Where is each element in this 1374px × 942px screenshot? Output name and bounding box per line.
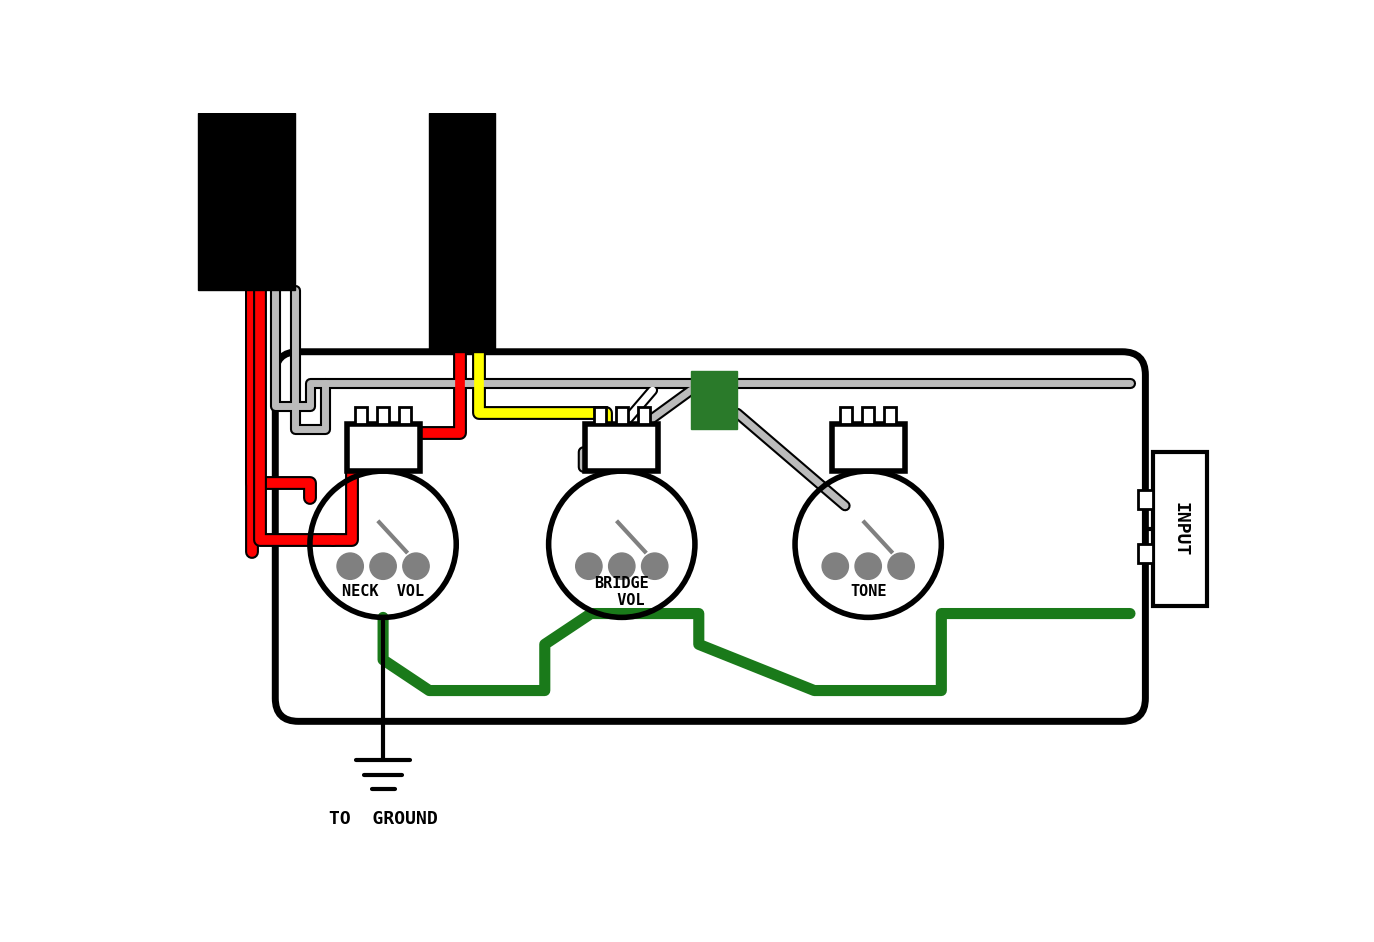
- Circle shape: [337, 553, 363, 579]
- Circle shape: [888, 553, 914, 579]
- Text: INPUT: INPUT: [1171, 502, 1189, 556]
- Bar: [376, 407, 389, 424]
- Bar: [1138, 544, 1153, 562]
- Circle shape: [609, 553, 635, 579]
- Text: TO  GROUND: TO GROUND: [328, 810, 437, 828]
- Bar: [398, 407, 411, 424]
- Bar: [861, 407, 874, 424]
- Bar: [429, 113, 495, 351]
- Bar: [1153, 452, 1206, 606]
- Bar: [840, 407, 852, 424]
- Bar: [594, 407, 606, 424]
- Circle shape: [642, 553, 668, 579]
- Bar: [616, 407, 628, 424]
- Circle shape: [370, 553, 396, 579]
- Bar: [198, 113, 294, 290]
- Bar: [585, 424, 658, 471]
- Text: BRIDGE
  VOL: BRIDGE VOL: [595, 576, 649, 608]
- Bar: [354, 407, 367, 424]
- FancyBboxPatch shape: [275, 351, 1146, 722]
- Circle shape: [822, 553, 848, 579]
- Bar: [831, 424, 904, 471]
- Bar: [883, 407, 896, 424]
- Circle shape: [576, 553, 602, 579]
- Circle shape: [403, 553, 429, 579]
- Circle shape: [855, 553, 881, 579]
- Text: NECK  VOL: NECK VOL: [342, 584, 425, 599]
- Bar: [638, 407, 650, 424]
- Bar: [691, 371, 738, 429]
- Bar: [346, 424, 419, 471]
- Bar: [1138, 491, 1153, 509]
- Text: TONE: TONE: [851, 584, 886, 599]
